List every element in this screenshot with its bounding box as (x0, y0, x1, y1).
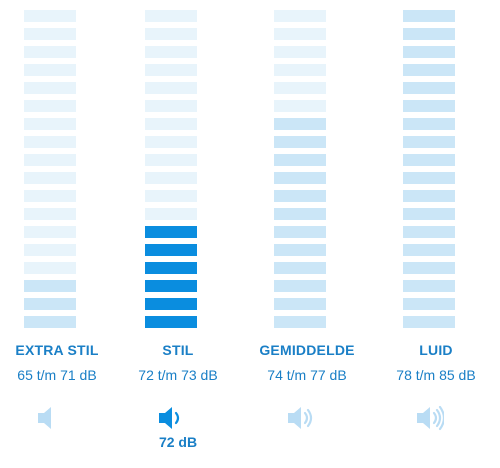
level-bar (24, 46, 76, 58)
level-bar (24, 316, 76, 328)
level-bar (145, 226, 197, 238)
level-bar (145, 172, 197, 184)
level-bar (403, 10, 455, 22)
speaker-low-icon (159, 407, 180, 429)
level-bar (274, 226, 326, 238)
level-bar (145, 28, 197, 40)
level-label: STIL (162, 342, 194, 358)
level-bar (274, 136, 326, 148)
speaker-high-icon (417, 405, 444, 431)
level-bar (145, 244, 197, 256)
level-bar (145, 154, 197, 166)
speaker-mute-icon (38, 407, 51, 429)
level-bar (145, 100, 197, 112)
level-bar (145, 82, 197, 94)
level-bar (24, 262, 76, 274)
level-bar (24, 280, 76, 292)
level-range: 65 t/m 71 dB (17, 367, 97, 383)
level-bar (274, 190, 326, 202)
level-bar (24, 28, 76, 40)
level-bar (145, 208, 197, 220)
level-bar (403, 64, 455, 76)
level-label: LUID (419, 342, 453, 358)
level-bar (24, 64, 76, 76)
level-bar (145, 64, 197, 76)
level-bar (24, 172, 76, 184)
level-bar (24, 10, 76, 22)
level-label: GEMIDDELDE (259, 342, 355, 358)
level-range: 72 t/m 73 dB (138, 367, 218, 383)
level-bar (403, 100, 455, 112)
level-bar (145, 316, 197, 328)
level-bar (274, 298, 326, 310)
level-bar (403, 118, 455, 130)
level-column-extra-stil: EXTRA STIL 65 t/m 71 dB (1, 0, 113, 468)
level-bar (274, 10, 326, 22)
level-bar (403, 262, 455, 274)
level-bar (274, 46, 326, 58)
level-column-luid: LUID 78 t/m 85 dB (380, 0, 492, 468)
level-bar (403, 82, 455, 94)
level-bar (24, 154, 76, 166)
level-bar (403, 154, 455, 166)
speaker-medium-icon (288, 407, 313, 429)
level-range: 78 t/m 85 dB (396, 367, 476, 383)
level-bar (145, 190, 197, 202)
level-bar (403, 208, 455, 220)
level-bar (274, 118, 326, 130)
level-bar (24, 244, 76, 256)
level-bar (24, 226, 76, 238)
level-bar (145, 262, 197, 274)
level-bar (24, 208, 76, 220)
level-bar (403, 226, 455, 238)
level-column-gemiddelde: GEMIDDELDE 74 t/m 77 dB (251, 0, 363, 468)
level-bar (145, 298, 197, 310)
level-bar (403, 298, 455, 310)
level-bar (274, 244, 326, 256)
level-bar (403, 316, 455, 328)
current-level-value: 72 dB (158, 434, 198, 450)
level-bar (274, 82, 326, 94)
level-bar (24, 190, 76, 202)
level-bar (145, 118, 197, 130)
level-bar (145, 46, 197, 58)
level-bar (274, 262, 326, 274)
level-bar (403, 172, 455, 184)
level-bar (274, 172, 326, 184)
level-bar (274, 100, 326, 112)
level-bar (274, 64, 326, 76)
level-bar (403, 136, 455, 148)
level-bar (403, 190, 455, 202)
level-bar (274, 208, 326, 220)
level-bar (24, 100, 76, 112)
level-bar (403, 280, 455, 292)
level-bar (145, 136, 197, 148)
level-bar (403, 244, 455, 256)
level-column-stil: STIL 72 t/m 73 dB 72 dB (122, 0, 234, 468)
level-bar (145, 10, 197, 22)
level-bar (274, 316, 326, 328)
level-bar (24, 118, 76, 130)
level-bar (24, 298, 76, 310)
level-range: 74 t/m 77 dB (267, 367, 347, 383)
level-bar (24, 136, 76, 148)
level-label: EXTRA STIL (15, 342, 99, 358)
level-bar (403, 28, 455, 40)
level-bar (274, 154, 326, 166)
level-bar (24, 82, 76, 94)
level-bar (145, 280, 197, 292)
level-bar (274, 280, 326, 292)
level-bar (274, 28, 326, 40)
level-bar (403, 46, 455, 58)
